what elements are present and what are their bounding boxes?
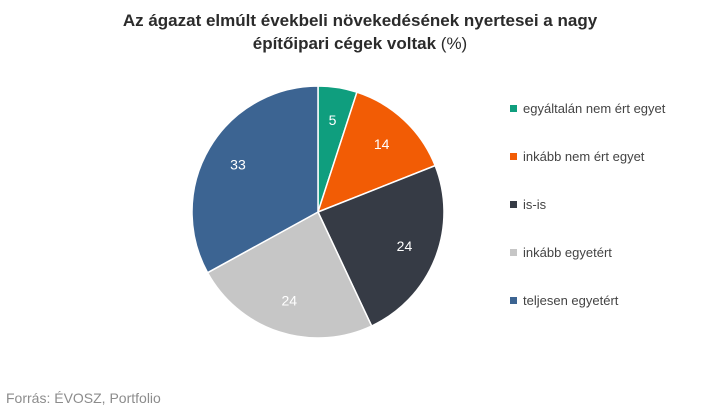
legend: egyáltalán nem ért egyet inkább nem ért …: [510, 96, 710, 336]
pie-slice-value-label: 24: [281, 292, 297, 308]
legend-item-egyaltalan-nem-ert-egyet: egyáltalán nem ért egyet: [510, 96, 710, 120]
source-note: Forrás: ÉVOSZ, Portfolio: [6, 390, 161, 406]
pie-slice-value-label: 33: [230, 157, 246, 173]
legend-item-is-is: is-is: [510, 192, 710, 216]
pie-slice-4: [206, 210, 373, 339]
chart-title-line-1: Az ágazat elmúlt évekbeli növekedésének …: [122, 11, 598, 30]
legend-label: inkább egyetért: [523, 244, 612, 260]
legend-item-inkabb-nem-ert-egyet: inkább nem ért egyet: [510, 144, 710, 168]
legend-swatch: [510, 200, 517, 208]
legend-item-teljesen-egyetert: teljesen egyetért: [510, 288, 710, 312]
legend-item-inkabb-egyetert: inkább egyetért: [510, 240, 710, 264]
pie-slice-value-label: 5: [329, 112, 337, 128]
legend-swatch: [510, 104, 517, 112]
legend-label: teljesen egyetért: [523, 292, 619, 308]
pie-slice-value-label: 14: [374, 136, 390, 152]
chart-title-line-2: építőipari cégek voltak (%): [60, 33, 660, 55]
pie-slice-5: [191, 85, 319, 274]
legend-label: inkább nem ért egyet: [523, 148, 645, 164]
legend-label: is-is: [523, 196, 547, 212]
pie-slice-3: [316, 164, 445, 328]
legend-swatch: [510, 248, 517, 256]
legend-swatch: [510, 152, 517, 160]
legend-label: egyáltalán nem ért egyet: [523, 100, 666, 116]
pie-slice-value-label: 24: [397, 238, 413, 254]
pie-slice-2: [316, 91, 437, 214]
chart-title-text: építőipari cégek voltak: [252, 34, 437, 53]
chart-title-unit: (%): [440, 34, 468, 53]
legend-swatch: [510, 296, 517, 304]
